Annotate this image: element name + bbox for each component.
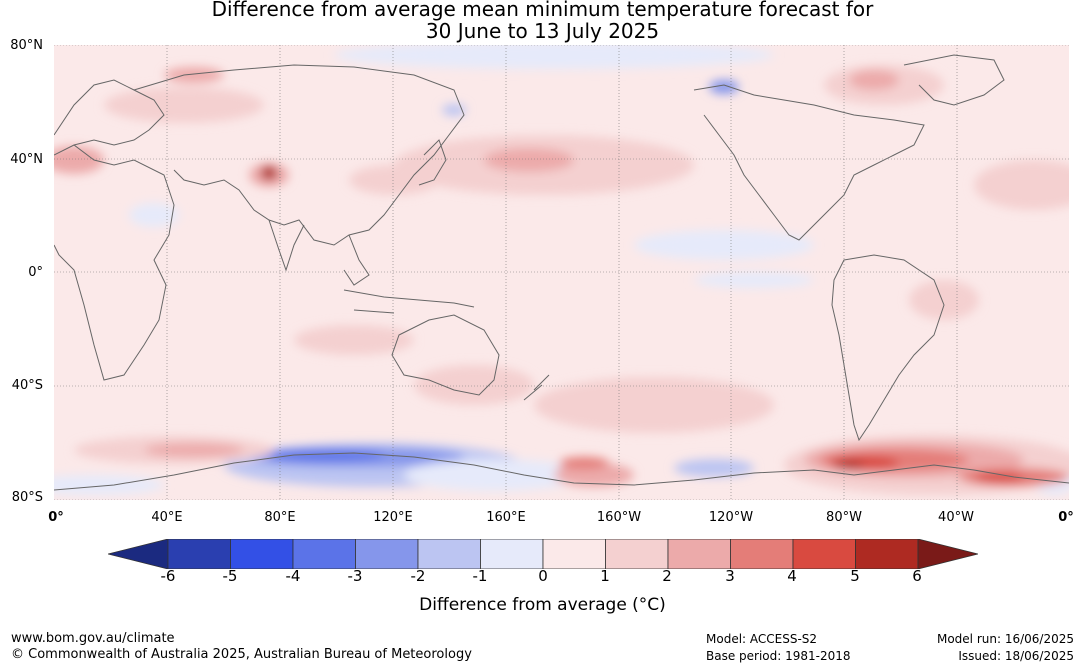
colorbar-segment xyxy=(292,539,356,569)
colorbar-segment xyxy=(230,539,294,569)
footer-copyright: © Commonwealth of Australia 2025, Austra… xyxy=(11,647,472,662)
warm-patch xyxy=(974,473,1024,483)
colorbar-tick: -1 xyxy=(472,567,488,585)
lon-label-0-east: 0° xyxy=(1058,510,1074,525)
colorbar-over-triangle xyxy=(917,539,978,569)
colorbar-segment xyxy=(355,539,419,569)
colorbar-segment xyxy=(605,539,669,569)
warm-patch xyxy=(834,461,864,469)
lat-label-equator: 0° xyxy=(28,265,43,280)
cool-patch xyxy=(442,104,466,116)
cool-patch xyxy=(634,230,814,260)
colorbar-tick: 2 xyxy=(662,567,672,585)
coastline-se-asia xyxy=(343,234,370,286)
colorbar-tick: -5 xyxy=(222,567,238,585)
coastline-australia xyxy=(391,314,500,396)
warm-patch xyxy=(414,365,534,405)
lon-label-80w: 80°W xyxy=(826,510,862,525)
coastline-asia xyxy=(133,64,465,246)
warm-patch xyxy=(349,165,439,195)
coastline-japan xyxy=(418,139,447,186)
colorbar-segment xyxy=(542,539,606,569)
colorbar-segment xyxy=(417,539,481,569)
lon-label-120e: 120°E xyxy=(373,510,413,525)
lat-label-40s: 40°S xyxy=(11,378,43,393)
cool-patch xyxy=(264,449,384,461)
coastlines xyxy=(54,54,1069,491)
gridlines xyxy=(54,45,1069,500)
warm-patch xyxy=(144,443,244,457)
warm-patch xyxy=(484,148,574,172)
lon-label-120w: 120°W xyxy=(708,510,754,525)
footer-issued: Issued: 18/06/2025 xyxy=(958,649,1074,663)
colorbar-under-triangle xyxy=(108,539,169,569)
colorbar-tick: 3 xyxy=(725,567,735,585)
coastline-south-america xyxy=(831,254,945,442)
lon-label-40e: 40°E xyxy=(151,510,183,525)
map-title-line1: Difference from average mean minimum tem… xyxy=(211,0,874,21)
warm-patch xyxy=(909,280,979,320)
coastline-north-america xyxy=(693,84,925,241)
cool-patch xyxy=(404,459,584,491)
coastline-antarctica xyxy=(54,452,1069,491)
warm-patch xyxy=(104,87,264,123)
colorbar-tick: -6 xyxy=(160,567,176,585)
colorbar-tick: 1 xyxy=(600,567,610,585)
footer-base-period: Base period: 1981-2018 xyxy=(706,649,851,663)
colorbar-tick: -3 xyxy=(347,567,363,585)
colorbar-tick: 5 xyxy=(850,567,860,585)
warm-patch xyxy=(294,325,414,355)
coastline-greenland xyxy=(903,54,1005,106)
coastline-europe xyxy=(54,79,165,146)
colorbar xyxy=(108,539,978,569)
anomaly-map xyxy=(54,45,1069,500)
footer-model-run: Model run: 16/06/2025 xyxy=(936,632,1074,646)
lat-label-40n: 40°N xyxy=(10,152,43,167)
lat-label-80s: 80°S xyxy=(11,490,43,505)
footer-model: Model: ACCESS-S2 xyxy=(706,632,818,646)
lon-label-160w: 160°W xyxy=(596,510,642,525)
lon-label-0: 0° xyxy=(48,510,64,525)
warm-patch xyxy=(974,160,1069,210)
colorbar-segment xyxy=(730,539,794,569)
cool-patch xyxy=(694,272,814,288)
colorbar-segment xyxy=(855,539,919,569)
colorbar-tick: 0 xyxy=(538,567,548,585)
warm-patch xyxy=(164,67,224,83)
coastline-new-zealand xyxy=(523,374,550,401)
colorbar-label: Difference from average (°C) xyxy=(419,595,666,615)
coastline-indonesia xyxy=(343,289,475,314)
cool-patch xyxy=(129,203,179,227)
coastline-india xyxy=(268,219,305,272)
colorbar-segment xyxy=(480,539,544,569)
warm-patch xyxy=(54,146,104,174)
colorbar-tick: -4 xyxy=(285,567,301,585)
colorbar-segment xyxy=(667,539,731,569)
colorbar-segment xyxy=(792,539,856,569)
cool-patch xyxy=(709,80,739,94)
lon-label-160e: 160°E xyxy=(486,510,526,525)
footer-url[interactable]: www.bom.gov.au/climate xyxy=(11,631,175,646)
cool-patch xyxy=(334,45,774,69)
colorbar-tick: -2 xyxy=(410,567,426,585)
colorbar-segment xyxy=(167,539,231,569)
colorbar-tick: 6 xyxy=(912,567,922,585)
lon-label-40w: 40°W xyxy=(938,510,974,525)
warm-patch xyxy=(554,463,634,487)
map-title-line2: 30 June to 13 July 2025 xyxy=(425,19,660,43)
cool-patch xyxy=(674,459,754,477)
warm-patch xyxy=(849,70,899,90)
lat-label-80n: 80°N xyxy=(10,38,43,53)
warm-patch xyxy=(534,377,774,433)
warm-patch xyxy=(261,166,277,180)
warm-patch xyxy=(559,457,609,469)
coastline-africa xyxy=(54,144,175,381)
colorbar-tick: 4 xyxy=(787,567,797,585)
lon-label-80e: 80°E xyxy=(264,510,296,525)
